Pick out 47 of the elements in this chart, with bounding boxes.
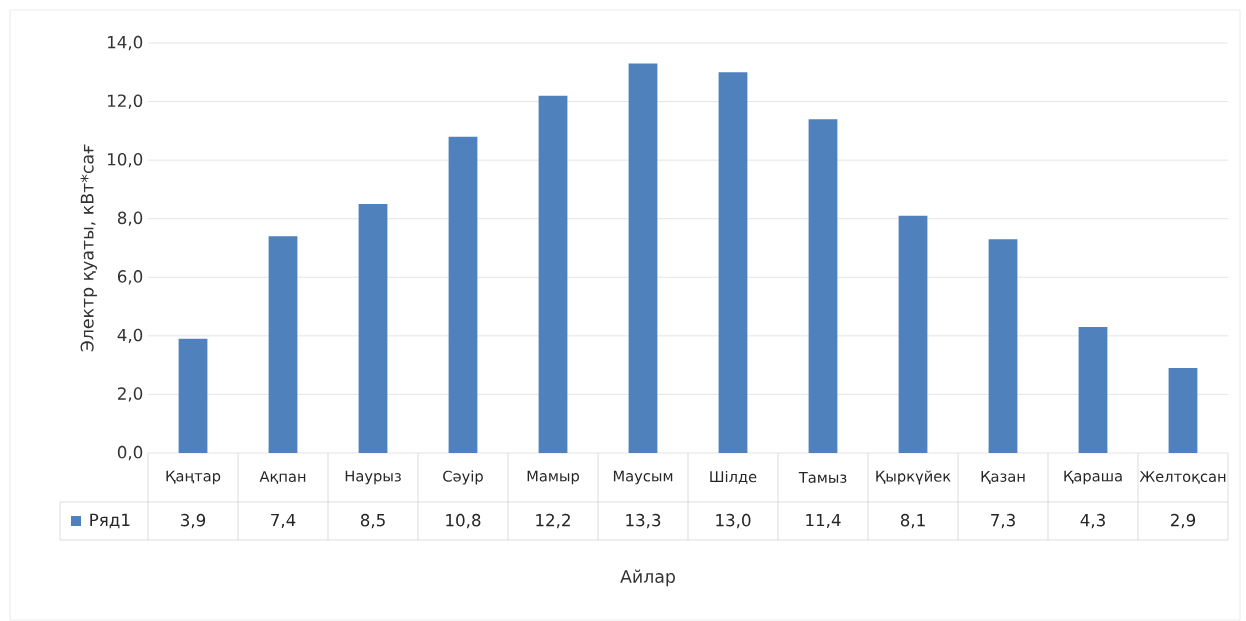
bar (538, 95, 568, 453)
x-tick-label: Желтоқсан (1139, 471, 1226, 484)
data-label: 13,3 (626, 513, 661, 529)
x-tick-label: Тамыз (798, 472, 847, 483)
bar (178, 338, 208, 453)
bar (808, 119, 838, 453)
bar (1078, 327, 1108, 453)
y-tick-label: 0,0 (117, 445, 143, 461)
bar (268, 236, 298, 453)
x-tick-label: Қыркүйек (876, 470, 951, 485)
data-label: 2,9 (1170, 513, 1196, 529)
y-tick-label: 8,0 (117, 211, 143, 226)
y-tick-label: 4,0 (117, 328, 143, 344)
y-tick-label: 10,0 (108, 152, 143, 168)
bar (448, 136, 478, 453)
bar (1168, 368, 1198, 453)
bar (988, 239, 1018, 453)
data-label: 13,0 (716, 513, 751, 529)
y-tick-label: 2,0 (118, 387, 143, 402)
data-label: 4,3 (1080, 513, 1105, 529)
y-tick-label: 6,0 (117, 270, 143, 285)
x-tick-label: Қазан (981, 471, 1025, 484)
data-label: 8,1 (900, 513, 925, 529)
data-label: 7,4 (271, 513, 296, 529)
bar (628, 63, 658, 453)
x-tick-label: Сәуір (443, 470, 483, 485)
data-label: 3,9 (181, 513, 206, 529)
data-label: 7,3 (991, 513, 1015, 529)
data-label: 11,4 (806, 513, 841, 529)
x-tick-label: Маусым (613, 470, 673, 485)
data-label: 12,2 (536, 513, 570, 529)
y-tick-label: 12,0 (108, 94, 143, 109)
data-label: 8,5 (360, 513, 385, 529)
legend-label: Ряд1 (90, 513, 130, 529)
x-tick-label: Қараша (1064, 470, 1122, 485)
bar (358, 204, 388, 453)
x-tick-label: Қаңтар (166, 470, 221, 485)
y-tick-label: 14,0 (108, 35, 143, 51)
bar (898, 215, 928, 453)
data-label: 10,8 (446, 513, 481, 529)
x-tick-label: Мамыр (527, 470, 580, 485)
x-tick-label: Наурыз (345, 470, 401, 485)
x-axis-title: Айлар (620, 569, 675, 587)
y-axis-title: Электр қуаты, кВт*сағ (80, 144, 98, 352)
x-tick-label: Шілде (710, 470, 757, 485)
x-tick-label: Ақпан (259, 471, 306, 484)
bar (718, 72, 748, 453)
